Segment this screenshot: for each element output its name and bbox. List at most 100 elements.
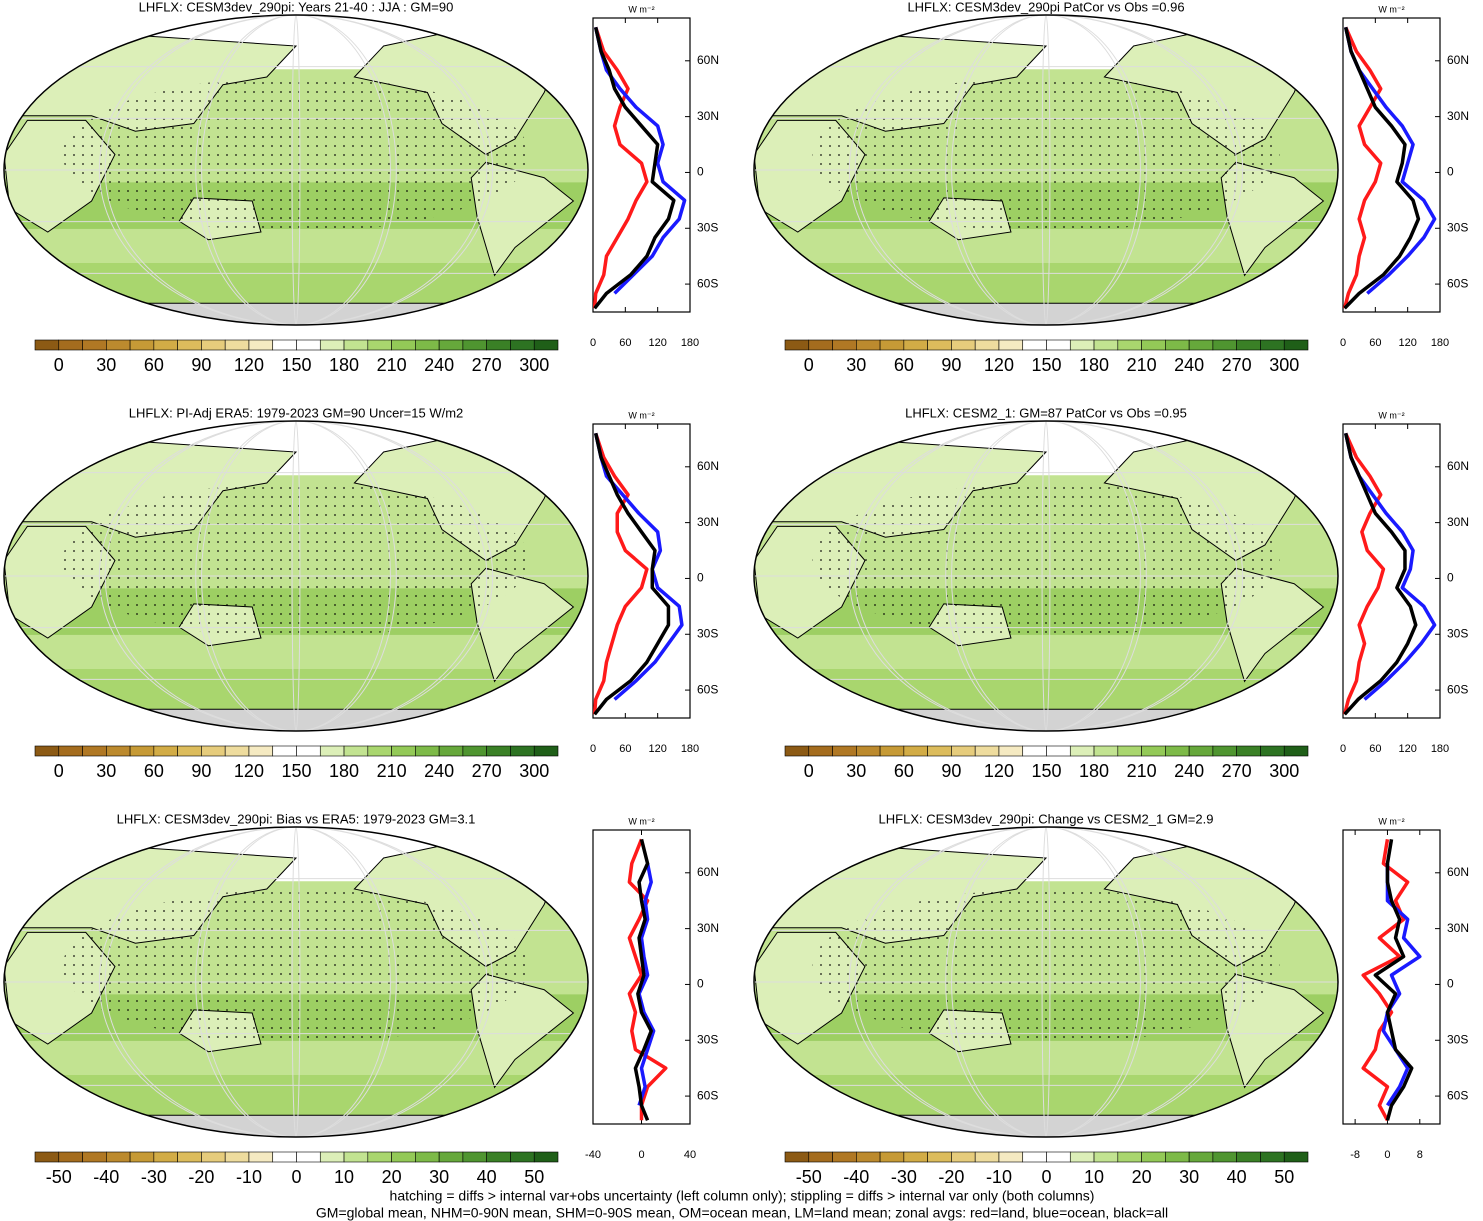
y-tick-label: 30N [697, 109, 719, 123]
graticule [854, 827, 1238, 1137]
unit-label: W m⁻² [628, 410, 654, 420]
colorbar-label: 40 [477, 1167, 497, 1187]
colorbar-label: 30 [96, 761, 116, 781]
graticule [1041, 421, 1051, 731]
colorbar-box [438, 745, 464, 757]
colorbar-label: 270 [472, 355, 502, 375]
plot-frame [1342, 423, 1441, 719]
graticule [1041, 827, 1051, 1137]
colorbar-box [1046, 339, 1071, 351]
colorbar-label: 150 [1031, 355, 1061, 375]
colorbar-box [343, 1151, 369, 1163]
colorbar-label: 10 [1084, 1167, 1104, 1187]
zonal-line [593, 432, 671, 716]
colorbar-box [1141, 745, 1166, 757]
colorbar-label: 210 [377, 355, 407, 375]
colorbar-label: 180 [329, 355, 359, 375]
x-tick-label: 60 [1369, 337, 1381, 349]
colorbar-box [998, 745, 1024, 757]
colorbar-box [391, 339, 416, 351]
y-tick-label: 30S [697, 220, 718, 234]
colorbar-box [1093, 339, 1119, 351]
y-tick-label: 30N [1447, 515, 1469, 529]
x-tick-label: 0 [1340, 743, 1346, 755]
y-tick-label: 0 [697, 977, 704, 991]
colorbar-box [784, 1151, 810, 1163]
graticule [104, 421, 488, 731]
panel-title: LHFLX: CESM3dev_290pi: Years 21-40 : JJA… [139, 0, 454, 14]
colorbar-label: 240 [424, 355, 454, 375]
colorbar-box [832, 1151, 857, 1163]
colorbar-label: 90 [191, 761, 211, 781]
colorbar-box [486, 339, 511, 351]
colorbar-label: -30 [141, 1167, 167, 1187]
x-tick-label: -8 [1350, 1149, 1360, 1161]
colorbar-box [533, 1151, 559, 1163]
colorbar-label: 60 [144, 761, 164, 781]
colorbar-box [533, 339, 559, 351]
colorbar-label: 120 [984, 355, 1014, 375]
colorbar-label: 300 [519, 761, 549, 781]
y-tick-label: 30N [1447, 921, 1469, 935]
colorbar-box [224, 339, 250, 351]
colorbar-box [998, 1151, 1024, 1163]
map-border [3, 826, 589, 1138]
note: GM=global mean, NHM=0-90N mean, SHM=0-90… [316, 1205, 1168, 1221]
colorbar-label: 150 [281, 355, 311, 375]
colorbar-box [201, 339, 226, 351]
colorbar-box [153, 339, 178, 351]
colorbar-box [1283, 1151, 1309, 1163]
zonal-line [633, 838, 653, 1121]
stippling [812, 77, 1280, 232]
colorbar-box [1188, 745, 1214, 757]
colorbar-box [367, 745, 392, 757]
colorbar-label: 270 [1222, 355, 1252, 375]
colorbar-label: 90 [941, 761, 961, 781]
colorbar-label: 270 [472, 761, 502, 781]
graticule [854, 421, 1238, 731]
zonal-line [593, 26, 676, 310]
colorbar-label: 0 [54, 761, 64, 781]
graticule [291, 827, 301, 1137]
graticule [201, 15, 391, 325]
x-tick-label: 120 [1398, 337, 1416, 349]
colorbar-box [903, 339, 928, 351]
colorbar-box [367, 339, 392, 351]
colorbar-box [1283, 339, 1309, 351]
y-tick-label: 30S [697, 626, 718, 640]
colorbar-box [248, 1151, 274, 1163]
colorbar-box [129, 339, 155, 351]
colorbar-label: -30 [891, 1167, 917, 1187]
colorbar-box [248, 339, 274, 351]
colorbar-box [1117, 1151, 1142, 1163]
x-tick-label: 120 [648, 337, 666, 349]
graticule [951, 827, 1141, 1137]
colorbar-label: 30 [846, 355, 866, 375]
colorbar-box [1188, 339, 1214, 351]
colorbar-label: 0 [291, 1167, 301, 1187]
colorbar-label: 120 [234, 355, 264, 375]
x-tick-label: 8 [1417, 1149, 1423, 1161]
colorbar-box [201, 745, 226, 757]
colorbar-box [974, 1151, 1000, 1163]
colorbar-box [974, 339, 1000, 351]
map-border [3, 420, 589, 732]
y-tick-label: 60N [1447, 865, 1469, 879]
y-tick-label: 30S [697, 1032, 718, 1046]
zonal-line [1343, 26, 1421, 310]
colorbar-box [510, 745, 535, 757]
colorbar-box [58, 745, 83, 757]
map-border [753, 826, 1339, 1138]
continent [4, 1114, 588, 1137]
colorbar-label: 40 [1227, 1167, 1247, 1187]
colorbar-box [1236, 1151, 1261, 1163]
colorbar-box [927, 1151, 952, 1163]
colorbar-box [1046, 745, 1071, 757]
colorbar-box [1141, 1151, 1166, 1163]
continent [754, 708, 1338, 731]
colorbar-box [1046, 1151, 1071, 1163]
colorbar-label: 210 [1127, 355, 1157, 375]
colorbar-label: 240 [1174, 761, 1204, 781]
colorbar-label: 30 [429, 1167, 449, 1187]
colorbar-label: 90 [941, 355, 961, 375]
